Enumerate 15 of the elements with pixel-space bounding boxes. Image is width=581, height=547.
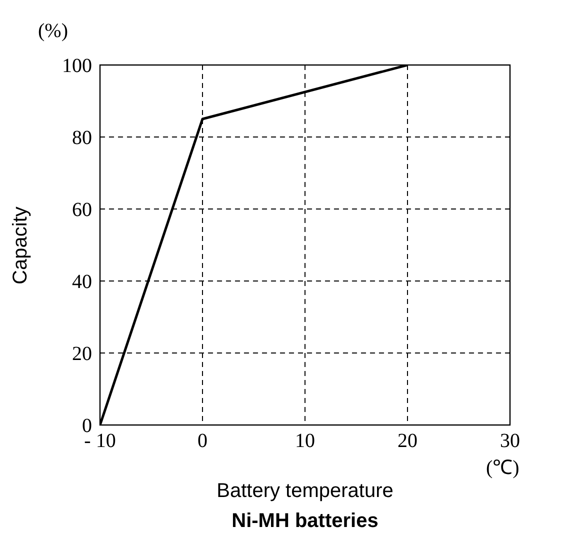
- text: (℃): [486, 456, 520, 480]
- y-tick-label: 80: [72, 127, 92, 150]
- y-tick-label: 0: [82, 415, 92, 438]
- x-tick-label: 20: [398, 430, 418, 452]
- y-tick-label: 20: [72, 343, 92, 366]
- x-tick-label: 0: [198, 430, 208, 452]
- text: Ni-MH batteries: [230, 510, 380, 533]
- y-tick-label: 60: [72, 199, 92, 222]
- text: (%): [38, 20, 68, 43]
- x-axis-title: Battery temperature: [216, 480, 394, 503]
- y-tick-label: 100: [62, 55, 92, 78]
- x-tick-label: 30: [500, 430, 520, 452]
- y-tick-label: 40: [72, 271, 92, 294]
- y-axis-title: Capacity: [10, 206, 32, 284]
- x-tick-label: 10: [295, 430, 315, 452]
